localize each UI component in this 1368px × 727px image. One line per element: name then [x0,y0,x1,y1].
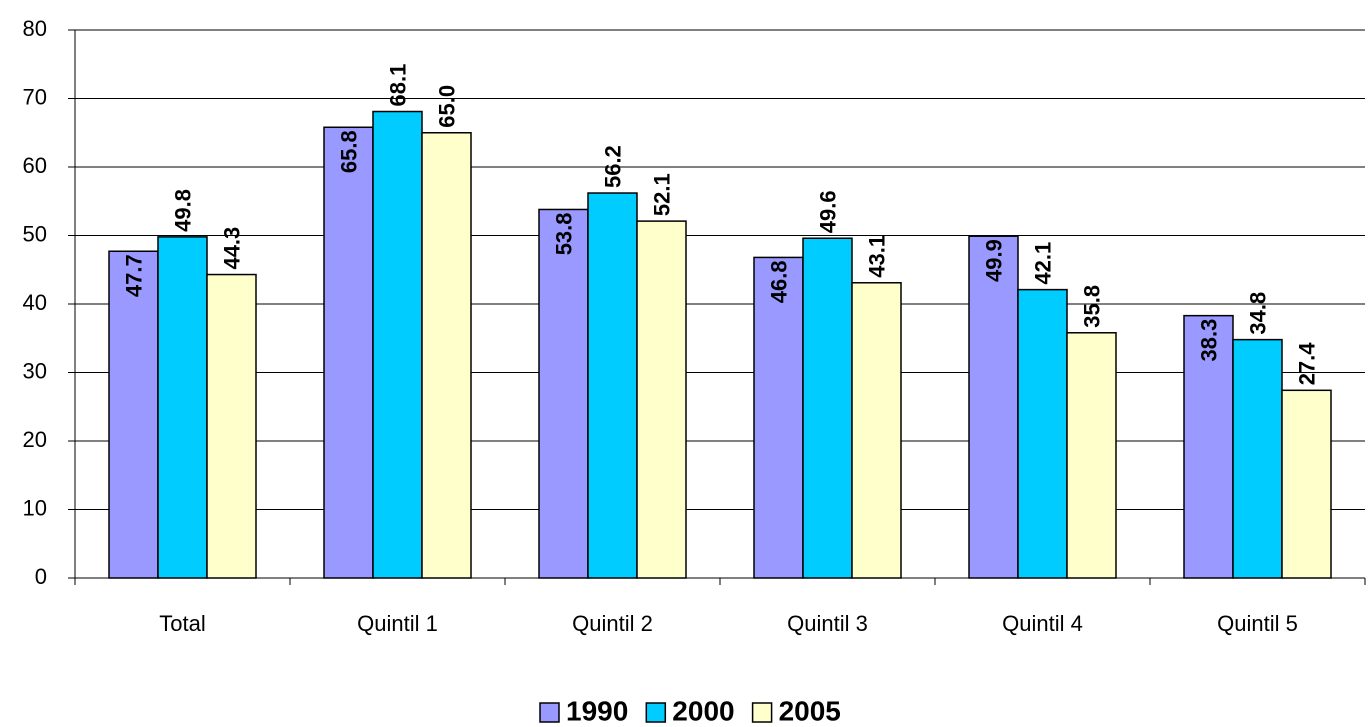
bar [1017,288,1068,579]
data-label: 65.0 [434,85,459,128]
data-label: 42.1 [1030,242,1055,285]
y-tick-label: 40 [23,290,47,315]
y-tick-label: 10 [23,495,47,520]
data-label: 35.8 [1079,285,1104,328]
x-tick-label: Quintil 3 [787,611,868,636]
bar [323,126,374,579]
data-label: 49.9 [981,239,1006,282]
data-label: 53.8 [551,212,576,255]
x-tick-label: Quintil 1 [357,611,438,636]
legend-label: 2000 [672,695,734,726]
legend-swatch [539,702,560,723]
bar [538,208,589,579]
bar [802,237,853,579]
data-label: 34.8 [1245,292,1270,335]
x-tick-label: Quintil 4 [1002,611,1083,636]
data-label: 52.1 [649,173,674,216]
x-tick-label: Quintil 5 [1217,611,1298,636]
bar [753,256,804,579]
y-tick-label: 80 [23,16,47,41]
bar [206,273,257,579]
bar [1066,332,1117,579]
data-label: 44.3 [219,227,244,270]
x-tick-label: Quintil 2 [572,611,653,636]
data-label: 43.1 [864,235,889,278]
data-label: 68.1 [385,64,410,107]
bar [968,235,1019,579]
bar [636,220,687,579]
x-tick-label: Total [159,611,205,636]
bar [421,132,472,579]
y-tick-label: 60 [23,153,47,178]
bar [108,250,159,579]
bar [372,110,423,579]
data-label: 46.8 [766,260,791,303]
y-tick-label: 50 [23,221,47,246]
bar [1183,314,1234,579]
legend-label: 2005 [779,695,841,726]
data-label: 56.2 [600,145,625,188]
y-tick-label: 70 [23,84,47,109]
legend-swatch [751,702,773,723]
y-tick-label: 0 [35,564,47,589]
data-label: 49.8 [170,189,195,232]
data-label: 65.8 [336,130,361,173]
legend-swatch [645,702,667,723]
legend-label: 1990 [566,695,628,726]
bar [1281,389,1332,579]
data-label: 27.4 [1294,342,1319,386]
data-label: 49.6 [815,190,840,233]
bar [157,236,208,579]
y-tick-label: 20 [23,427,47,452]
bar [851,282,902,579]
bar [1232,338,1283,579]
y-tick-label: 30 [23,358,47,383]
data-label: 47.7 [121,254,146,297]
data-label: 38.3 [1196,319,1221,362]
bar [587,192,638,579]
